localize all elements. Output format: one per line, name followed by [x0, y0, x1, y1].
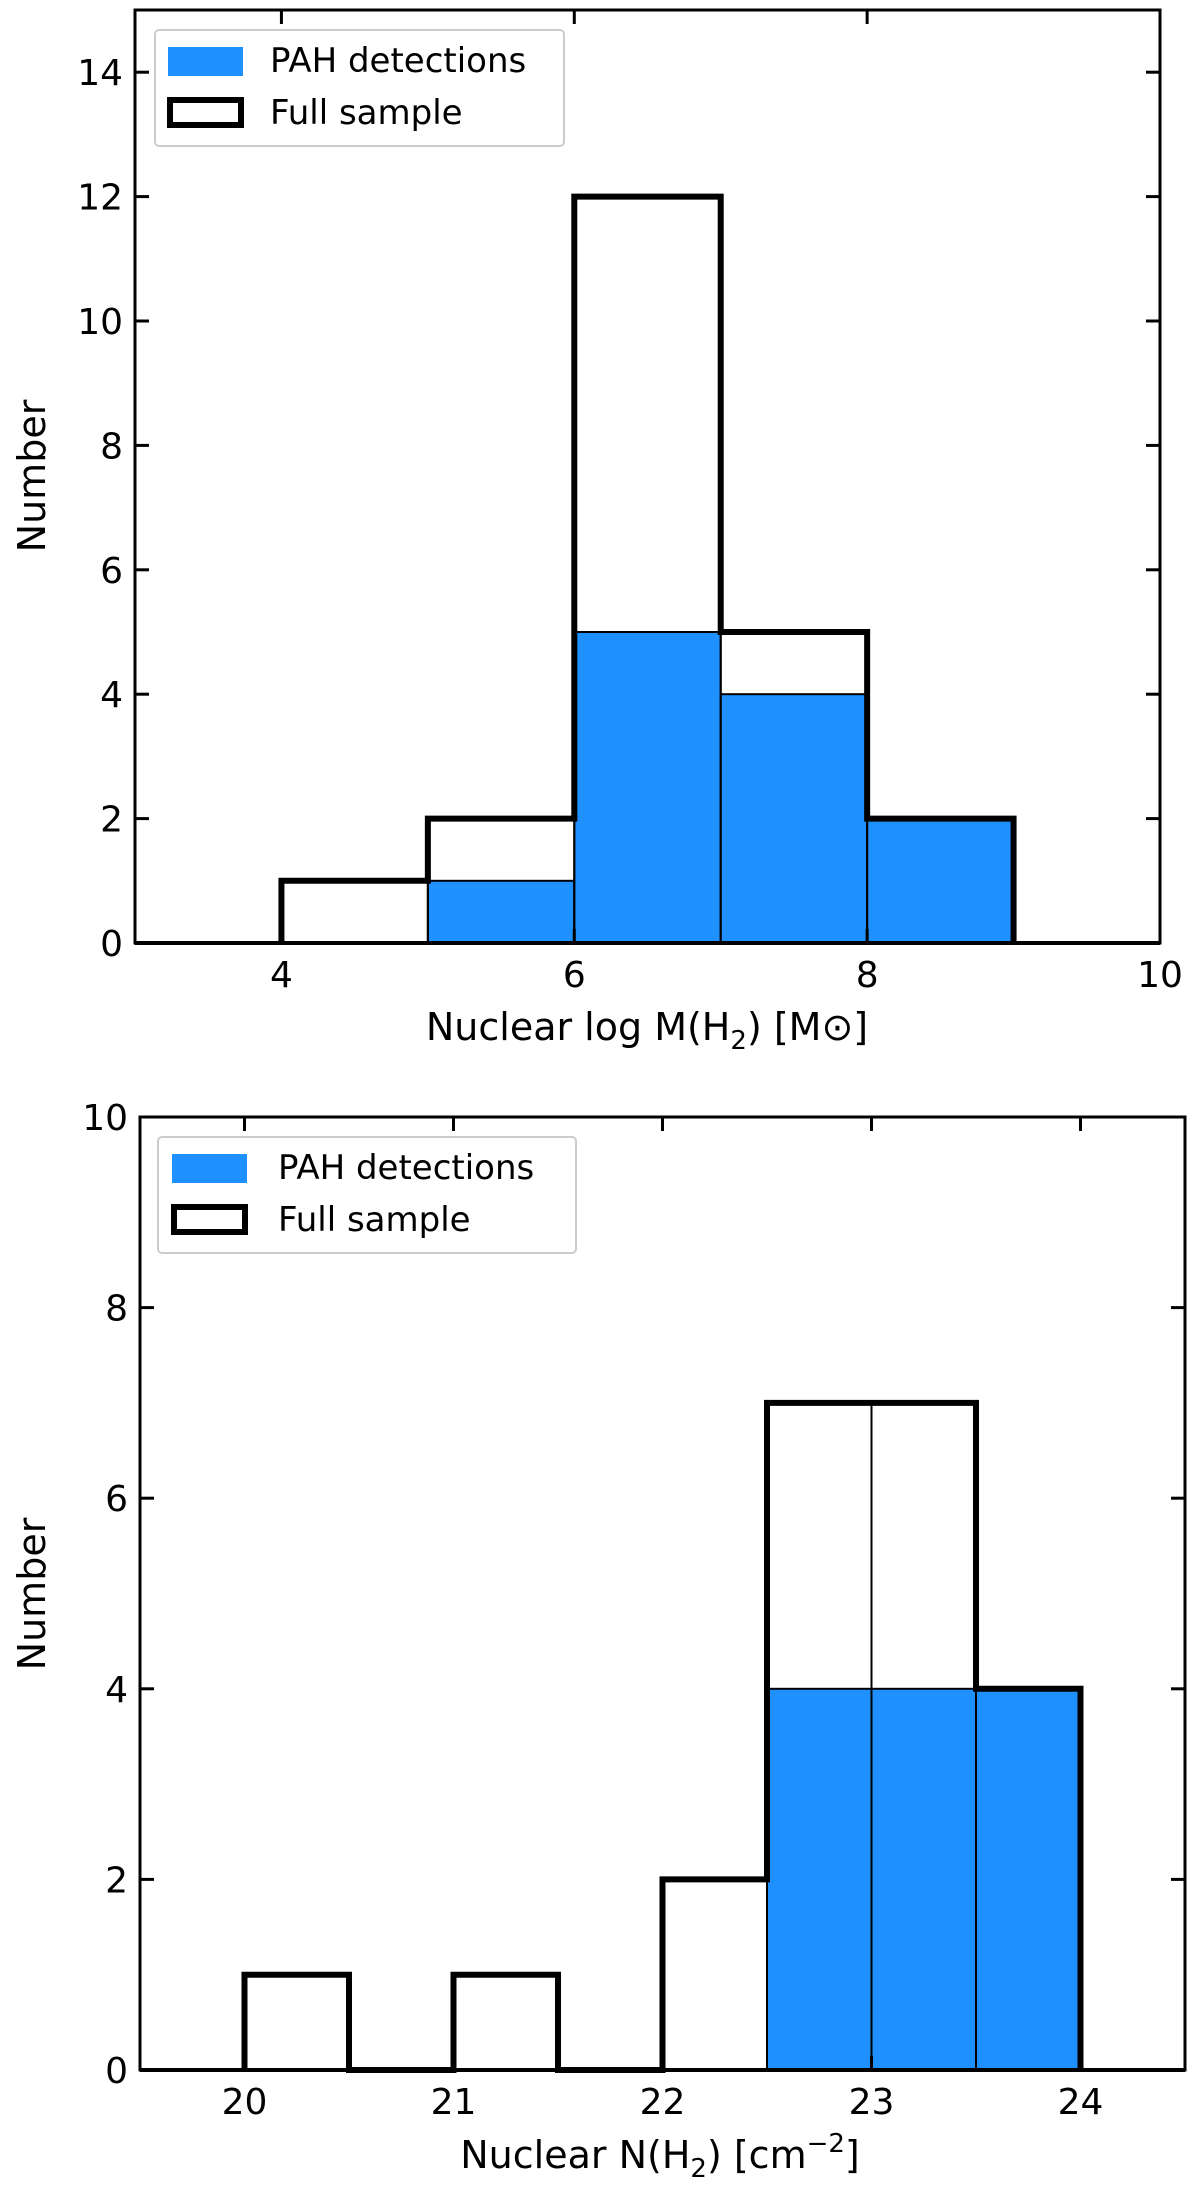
x-axis-label-top: Nuclear log M(H2) [M⊙]	[426, 1005, 868, 1056]
bar-pah-top-4	[866, 817, 1015, 944]
legend-bottom: PAH detections Full sample	[157, 1136, 577, 1254]
x-axis-label-bottom: Nuclear N(H2) [cm−2]	[460, 2129, 860, 2184]
y-tick-label-bottom-4: 4	[105, 1670, 128, 1711]
y-axis-label-bottom: Number	[10, 1517, 54, 1670]
legend-label-full: Full sample	[278, 1200, 471, 1240]
y-axis-label-top: Number	[10, 399, 54, 552]
step-outline-full-sample-top	[278, 193, 1017, 943]
bar-pah-bottom-5	[766, 1687, 873, 2072]
plot-frame-top	[133, 8, 1162, 945]
x-tick-label-top-6: 6	[563, 955, 586, 996]
bar-pah-top-3	[719, 693, 869, 945]
x-tick-label-bottom-24: 24	[1058, 2082, 1104, 2123]
y-tick-label-bottom-2: 2	[105, 1860, 128, 1901]
histogram-bars-bottom	[140, 1399, 1185, 2073]
legend-swatch-pah	[172, 1154, 247, 1183]
x-tick-label-bottom-21: 21	[431, 2082, 477, 2123]
legend-label-pah: PAH detections	[270, 41, 526, 81]
bar-pah-bottom-7	[975, 1687, 1082, 2072]
x-tick-label-bottom-20: 20	[222, 2082, 268, 2123]
y-tick-label-top-6: 6	[100, 551, 123, 592]
y-tick-label-bottom-8: 8	[105, 1289, 128, 1330]
bar-pah-bottom-6	[870, 1687, 977, 2072]
legend-label-full: Full sample	[270, 93, 463, 133]
x-tick-label-bottom-22: 22	[640, 2082, 686, 2123]
legend-label-pah: PAH detections	[278, 1148, 534, 1188]
bar-pah-top-2	[573, 631, 722, 944]
chart-panel-top: 4 6 8 10 0 2 4 6 8 10 12 14 Number Nuclear log M(H2…	[10, 8, 1183, 1056]
legend-frame-top	[154, 29, 565, 147]
legend-swatch-full	[171, 1204, 248, 1235]
legend-frame-bottom	[157, 1136, 577, 1254]
legend-top: PAH detections Full sample	[154, 29, 565, 147]
legend-swatch-pah	[168, 47, 243, 76]
y-tick-label-top-4: 4	[100, 675, 123, 716]
y-tick-label-top-0: 0	[100, 924, 123, 965]
y-tick-label-top-12: 12	[77, 178, 123, 219]
y-tick-label-top-8: 8	[100, 426, 123, 467]
y-tick-label-top-10: 10	[77, 302, 123, 343]
x-tick-label-top-10: 10	[1137, 955, 1183, 996]
y-tick-label-top-2: 2	[100, 800, 123, 841]
x-tick-label-top-4: 4	[270, 955, 293, 996]
bar-pah-top-1	[426, 879, 576, 944]
legend-swatch-full	[167, 97, 244, 128]
plot-frame-bottom	[138, 1115, 1187, 2072]
histogram-bars-top	[135, 193, 1160, 945]
y-tick-label-bottom-0: 0	[105, 2051, 128, 2092]
x-tick-label-top-8: 8	[856, 955, 879, 996]
y-tick-label-bottom-6: 6	[105, 1479, 128, 1520]
y-tick-label-bottom-10: 10	[82, 1098, 128, 1139]
y-tick-label-top-14: 14	[77, 53, 123, 94]
x-tick-label-bottom-23: 23	[849, 2082, 895, 2123]
